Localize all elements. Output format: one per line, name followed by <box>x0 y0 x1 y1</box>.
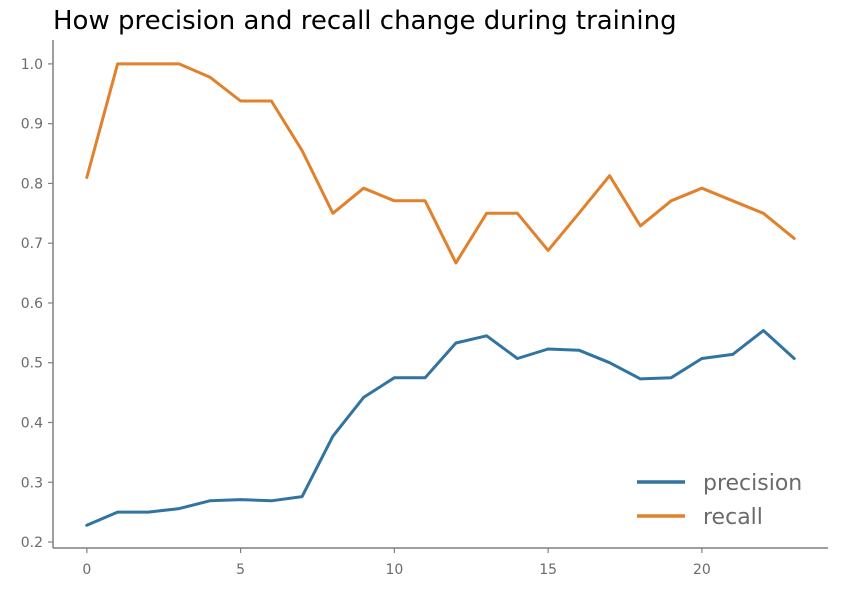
y-tick-label: 0.7 <box>21 236 43 252</box>
y-tick-label: 0.2 <box>21 535 43 551</box>
y-tick-label: 0.6 <box>21 296 43 312</box>
x-tick-label: 10 <box>385 562 403 578</box>
x-tick-label: 0 <box>82 562 91 578</box>
x-tick-label: 20 <box>693 562 711 578</box>
x-tick-label: 5 <box>236 562 245 578</box>
series-line-recall <box>85 62 796 265</box>
x-tick-label: 15 <box>539 562 557 578</box>
chart-title: How precision and recall change during t… <box>53 6 677 36</box>
series-layer <box>85 62 796 527</box>
legend-label-recall: recall <box>703 505 763 530</box>
y-tick-label: 0.4 <box>21 415 43 431</box>
y-tick-label: 0.5 <box>21 356 43 372</box>
legend-label-precision: precision <box>703 471 802 496</box>
y-tick-label: 0.3 <box>21 475 43 491</box>
chart-axes: 0.2 0.3 0.4 0.5 0.6 0.7 0.8 0.9 1.0 0 5 10 15 20 <box>21 40 828 578</box>
series-line-precision <box>85 329 796 527</box>
y-tick-label: 0.8 <box>21 176 43 192</box>
y-tick-label: 0.9 <box>21 117 43 133</box>
legend: precision recall <box>637 471 802 530</box>
y-tick-label: 1.0 <box>21 57 43 73</box>
